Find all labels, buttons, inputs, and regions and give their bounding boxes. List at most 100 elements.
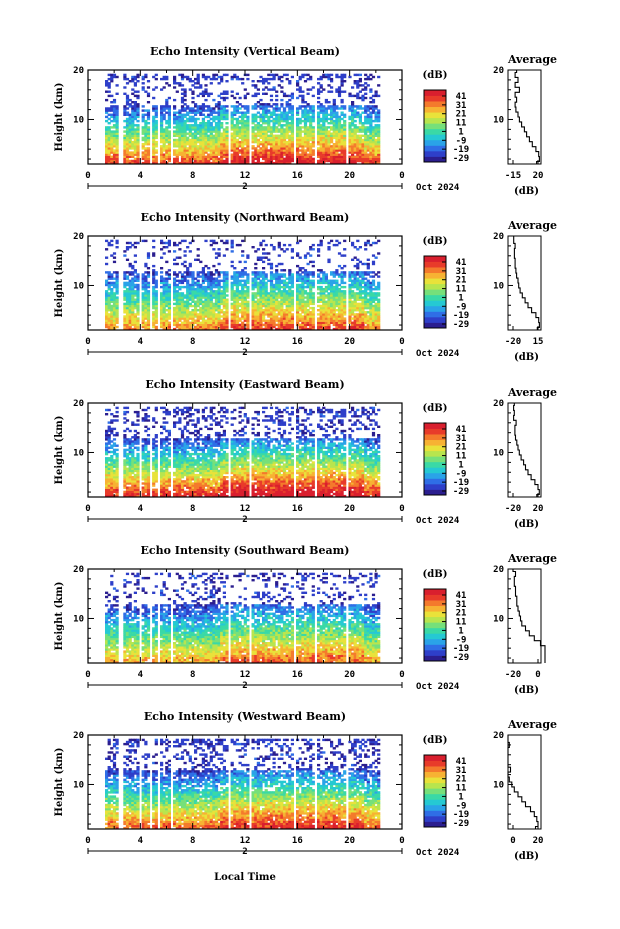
heatmap-cell (133, 313, 137, 316)
heatmap-cell (267, 153, 271, 156)
heatmap-cell (235, 140, 239, 144)
heatmap-cell (160, 145, 164, 148)
heatmap-cell (115, 157, 119, 161)
heatmap-cell (280, 319, 284, 322)
heatmap-cell (361, 279, 365, 282)
heatmap-cell (377, 159, 381, 163)
heatmap-cell (128, 126, 132, 129)
heatmap-cell (222, 159, 226, 163)
heatmap-cell (144, 128, 148, 131)
heatmap-cell (186, 309, 190, 312)
heatmap-cell (225, 313, 229, 316)
heatmap-cell (214, 103, 219, 106)
heatmap-cell (340, 309, 344, 312)
heatmap-cell (160, 115, 164, 119)
heatmap-cell (327, 323, 331, 327)
heatmap-cell (296, 130, 300, 133)
heatmap-cell (125, 143, 130, 146)
heatmap-cell (327, 126, 331, 129)
heatmap-cell (288, 151, 292, 154)
heatmap-cell (107, 126, 111, 129)
heatmap-cell (303, 128, 308, 131)
heatmap-cell (167, 296, 171, 299)
heatmap-cell (209, 161, 213, 165)
heatmap-cell (204, 147, 208, 150)
heatmap-cell (246, 302, 250, 306)
heatmap-cell (290, 159, 294, 163)
heatmap-cell (136, 298, 140, 301)
heatmap-cell (183, 113, 187, 116)
heatmap-cell (327, 90, 331, 93)
heatmap-cell (207, 113, 211, 116)
heatmap-cell (146, 275, 151, 278)
heatmap-cell (160, 309, 164, 312)
heatmap-cell (340, 84, 344, 87)
heatmap-cell (262, 132, 266, 135)
heatmap-cell (222, 132, 226, 135)
heatmap-cell (167, 105, 171, 108)
heatmap-cell (201, 315, 205, 318)
heatmap-cell (241, 77, 245, 81)
heatmap-cell (188, 149, 192, 152)
heatmap-cell (343, 161, 347, 165)
heatmap-cell (351, 309, 355, 312)
heatmap-cell (175, 309, 179, 312)
heatmap-cell (317, 321, 321, 324)
heatmap-cell (183, 140, 187, 144)
heatmap-cell (319, 105, 323, 108)
heatmap-cell (243, 113, 247, 116)
heatmap-cell (322, 136, 326, 140)
heatmap-cell (105, 84, 109, 87)
heatmap-cell (136, 149, 140, 152)
heatmap-cell (369, 130, 373, 133)
heatmap-cell (343, 90, 347, 93)
heatmap-cell (125, 126, 130, 129)
heatmap-cell (167, 300, 171, 303)
heatmap-cell (128, 306, 132, 310)
heatmap-cell (235, 75, 239, 79)
heatmap-cell (214, 136, 219, 140)
heatmap-cell (238, 115, 242, 119)
heatmap-cell (317, 107, 321, 110)
heatmap-cell (136, 132, 140, 135)
heatmap-cell (191, 111, 195, 114)
heatmap-cell (371, 300, 376, 303)
heatmap-cell (254, 113, 258, 116)
heatmap-cell (311, 86, 315, 89)
heatmap-cell (288, 159, 292, 163)
heatmap-cell (207, 143, 211, 146)
heatmap-cell (327, 132, 331, 135)
heatmap-cell (369, 149, 373, 152)
heatmap-cell (353, 319, 357, 322)
heatmap-cell (183, 319, 187, 322)
heatmap-cell (374, 306, 378, 310)
heatmap-cell (154, 283, 158, 287)
heatmap-cell (322, 115, 326, 119)
heatmap-cell (204, 157, 208, 161)
heatmap-cell (107, 149, 111, 152)
heatmap-cell (343, 300, 347, 303)
heatmap-cell (330, 138, 334, 142)
heatmap-cell (361, 96, 365, 100)
heatmap-cell (267, 327, 271, 331)
heatmap-cell (332, 149, 336, 152)
heatmap-cell (183, 126, 187, 129)
heatmap-cell (225, 80, 229, 83)
heatmap-cell (361, 317, 365, 320)
heatmap-cell (277, 306, 281, 310)
heatmap-cell (160, 105, 164, 108)
heatmap-cell (131, 128, 135, 131)
heatmap-cell (340, 128, 344, 131)
heatmap-cell (230, 119, 234, 123)
heatmap-cell (369, 315, 373, 318)
heatmap-cell (298, 323, 302, 327)
heatmap-cell (112, 157, 117, 161)
heatmap-cell (262, 149, 266, 152)
heatmap-cell (358, 155, 362, 158)
heatmap-cell (199, 306, 203, 310)
heatmap-cell (322, 309, 326, 312)
heatmap-cell (225, 309, 229, 312)
heatmap-cell (207, 138, 211, 142)
heatmap-cell (275, 143, 279, 146)
heatmap-cell (136, 288, 140, 291)
